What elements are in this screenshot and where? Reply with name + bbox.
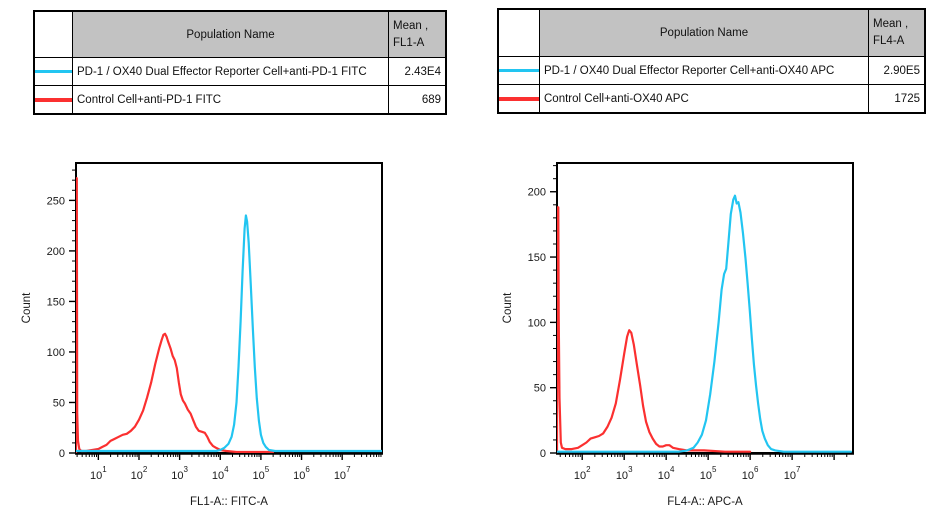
fitc-row2-population-name: Control Cell+anti-PD-1 FITC bbox=[72, 85, 388, 113]
x-tick-label: 105 bbox=[700, 465, 717, 482]
cyan-line-swatch bbox=[499, 69, 539, 72]
y-axis-ticks: 0 50 100 150 200 250 bbox=[47, 169, 76, 460]
fitc-stats-table: Population Name Mean , FL1-A PD-1 / OX40… bbox=[33, 10, 447, 115]
y-tick-label: 50 bbox=[534, 383, 546, 395]
apc-row2-mean-value: 1725 bbox=[868, 84, 924, 112]
histogram-curve-0 bbox=[76, 177, 275, 453]
x-tick-label: 102 bbox=[131, 465, 148, 482]
fitc-mean-header-line1: Mean , bbox=[393, 19, 429, 32]
y-axis-ticks: 0 50 100 150 200 bbox=[528, 165, 557, 460]
plot-border bbox=[556, 162, 854, 454]
x-tick-label: 104 bbox=[212, 465, 229, 482]
x-tick-label: 105 bbox=[253, 465, 270, 482]
y-tick-label: 0 bbox=[540, 448, 546, 460]
x-axis-title: FL4-A:: APC-A bbox=[667, 496, 743, 508]
x-tick-label: 107 bbox=[334, 465, 351, 482]
x-tick-label: 102 bbox=[574, 465, 591, 482]
cyan-line-swatch bbox=[35, 70, 72, 73]
fitc-row1-mean-value: 2.43E4 bbox=[388, 57, 445, 85]
fitc-row2-swatch-cell bbox=[35, 85, 72, 113]
fitc-mean-header: Mean , FL1-A bbox=[388, 12, 445, 57]
apc-mean-header-line1: Mean , bbox=[873, 18, 909, 31]
x-tick-label: 103 bbox=[616, 465, 633, 482]
apc-mean-header: Mean , FL4-A bbox=[868, 10, 924, 56]
apc-mean-header-line2: FL4-A bbox=[873, 35, 905, 47]
apc-row1-swatch-cell bbox=[499, 56, 539, 84]
plot-border bbox=[75, 162, 383, 454]
apc-population-name-header: Population Name bbox=[539, 10, 868, 56]
y-tick-label: 250 bbox=[47, 195, 65, 207]
apc-row1-population-name: PD-1 / OX40 Dual Effector Reporter Cell+… bbox=[539, 56, 868, 84]
x-tick-label: 104 bbox=[658, 465, 675, 482]
fitc-population-name-header: Population Name bbox=[72, 12, 388, 57]
x-axis-ticks: 101 102 103 104 105 106 107 bbox=[76, 453, 382, 482]
x-tick-label: 106 bbox=[293, 465, 310, 482]
x-axis-title: FL1-A:: FITC-A bbox=[190, 496, 268, 508]
y-tick-label: 200 bbox=[528, 187, 546, 199]
apc-stats-table: Population Name Mean , FL4-A PD-1 / OX40… bbox=[497, 8, 926, 114]
x-tick-label: 106 bbox=[742, 465, 759, 482]
x-axis-ticks: 102 103 104 105 106 107 bbox=[559, 453, 848, 482]
y-axis-title: Count bbox=[502, 292, 514, 323]
red-line-swatch bbox=[499, 96, 539, 101]
fitc-histogram-chart: 101 102 103 104 105 106 107 0 50 100 150 200 250 FL1-… bbox=[21, 162, 383, 508]
y-tick-label: 100 bbox=[528, 317, 546, 329]
y-tick-label: 100 bbox=[47, 347, 65, 359]
histogram-curve-0 bbox=[557, 206, 752, 453]
histogram-curve-1 bbox=[557, 194, 852, 453]
y-tick-label: 150 bbox=[528, 252, 546, 264]
y-tick-label: 0 bbox=[59, 448, 65, 460]
y-tick-label: 50 bbox=[53, 397, 65, 409]
apc-swatch-header-cell bbox=[499, 10, 539, 56]
x-tick-label: 107 bbox=[784, 465, 801, 482]
x-tick-label: 101 bbox=[90, 465, 107, 482]
apc-row1-mean-value: 2.90E5 bbox=[868, 56, 924, 84]
fitc-row1-population-name: PD-1 / OX40 Dual Effector Reporter Cell+… bbox=[72, 57, 388, 85]
y-tick-label: 200 bbox=[47, 246, 65, 258]
apc-row2-swatch-cell bbox=[499, 84, 539, 112]
y-axis-title: Count bbox=[21, 292, 33, 323]
histogram-curve-1 bbox=[76, 214, 382, 453]
fitc-row2-mean-value: 689 bbox=[388, 85, 445, 113]
fitc-mean-header-line2: FL1-A bbox=[393, 36, 425, 49]
fitc-swatch-header-cell bbox=[35, 12, 72, 57]
apc-row2-population-name: Control Cell+anti-OX40 APC bbox=[539, 84, 868, 112]
fitc-row1-swatch-cell bbox=[35, 57, 72, 85]
x-tick-label: 103 bbox=[171, 465, 188, 482]
red-line-swatch bbox=[35, 97, 72, 102]
y-tick-label: 150 bbox=[47, 296, 65, 308]
